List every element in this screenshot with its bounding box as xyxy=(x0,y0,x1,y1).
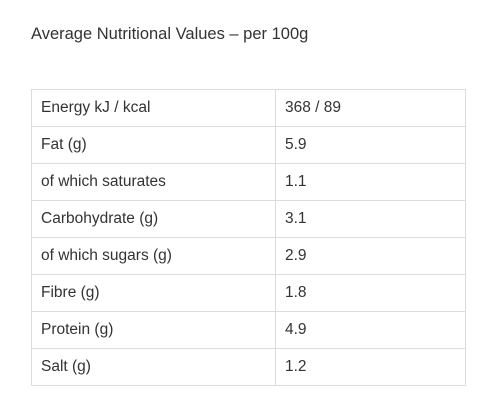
nutrient-value-fat: 5.9 xyxy=(275,126,466,164)
table-row-sugars: of which sugars (g) 2.9 xyxy=(31,237,466,275)
nutrient-label-carbohydrate: Carbohydrate (g) xyxy=(31,200,276,238)
nutrient-value-energy: 368 / 89 xyxy=(275,89,466,127)
nutrient-value-sugars: 2.9 xyxy=(275,237,466,275)
table-row-fibre: Fibre (g) 1.8 xyxy=(31,274,466,312)
nutrient-value-carbohydrate: 3.1 xyxy=(275,200,466,238)
nutrient-value-saturates: 1.1 xyxy=(275,163,466,201)
nutrient-value-salt: 1.2 xyxy=(275,348,466,386)
table-row-protein: Protein (g) 4.9 xyxy=(31,311,466,349)
table-row-salt: Salt (g) 1.2 xyxy=(31,348,466,386)
nutrient-label-fibre: Fibre (g) xyxy=(31,274,276,312)
nutrient-label-sugars: of which sugars (g) xyxy=(31,237,276,275)
nutrient-value-fibre: 1.8 xyxy=(275,274,466,312)
nutrition-table: Energy kJ / kcal 368 / 89 Fat (g) 5.9 of… xyxy=(31,89,466,386)
table-row-carbohydrate: Carbohydrate (g) 3.1 xyxy=(31,200,466,238)
nutrient-value-protein: 4.9 xyxy=(275,311,466,349)
nutrient-label-fat: Fat (g) xyxy=(31,126,276,164)
nutrient-label-protein: Protein (g) xyxy=(31,311,276,349)
table-row-fat: Fat (g) 5.9 xyxy=(31,126,466,164)
nutrient-label-saturates: of which saturates xyxy=(31,163,276,201)
nutrition-table-body: Energy kJ / kcal 368 / 89 Fat (g) 5.9 of… xyxy=(31,89,466,386)
nutrient-label-salt: Salt (g) xyxy=(31,348,276,386)
table-row-saturates: of which saturates 1.1 xyxy=(31,163,466,201)
nutrition-heading: Average Nutritional Values – per 100g xyxy=(31,25,309,43)
nutrient-label-energy: Energy kJ / kcal xyxy=(31,89,276,127)
table-row-energy: Energy kJ / kcal 368 / 89 xyxy=(31,89,466,127)
